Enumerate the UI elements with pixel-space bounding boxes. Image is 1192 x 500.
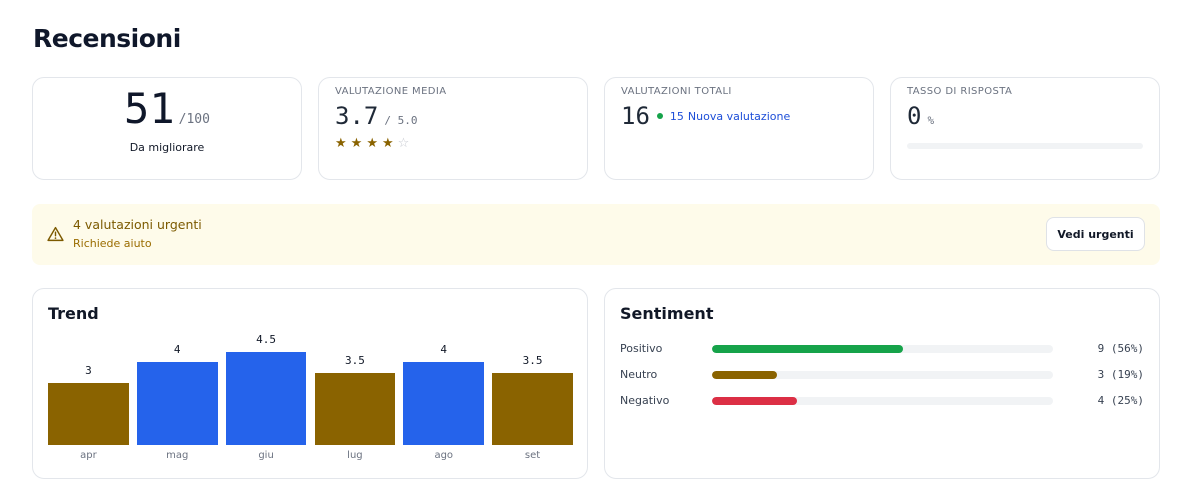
- trend-bar-value: 4: [440, 343, 448, 357]
- score-caption: Da migliorare: [129, 141, 205, 154]
- response-rate-unit: %: [927, 114, 935, 127]
- response-rate-value: 0: [907, 102, 922, 130]
- trend-bar-label: ago: [434, 450, 454, 461]
- star-rating: ★ ★ ★ ★ ☆: [335, 137, 409, 150]
- new-ratings-indicator: 15 Nuova valutazione: [670, 110, 790, 123]
- sentiment-label: Positivo: [620, 342, 663, 355]
- average-rating-card: VALUTAZIONE MEDIA 3.7 / 5.0 ★ ★ ★ ★ ☆: [318, 77, 588, 180]
- trend-bar-label: set: [524, 450, 541, 461]
- response-rate-card: TASSO DI RISPOSTA 0 %: [890, 77, 1160, 180]
- response-rate-label: TASSO DI RISPOSTA: [907, 86, 1013, 97]
- new-ratings-count: 15: [669, 109, 684, 123]
- sentiment-label: Neutro: [620, 368, 658, 381]
- warning-triangle-icon: [47, 226, 64, 242]
- sentiment-count: 4 (25%): [1097, 394, 1144, 407]
- total-ratings-label: VALUTAZIONI TOTALI: [621, 86, 732, 97]
- average-rating-label: VALUTAZIONE MEDIA: [335, 86, 447, 97]
- trend-bar: [225, 352, 307, 445]
- star-icon: ★: [335, 136, 347, 151]
- sentiment-title: Sentiment: [620, 304, 714, 323]
- sentiment-panel: Sentiment Positivo 9 (56%) Neutro 3 (19%…: [604, 288, 1160, 479]
- trend-panel: Trend 3 apr 4 mag 4.5 giu 3.5 lug 4 ago 3.5 set: [32, 288, 588, 479]
- urgent-alert-title: 4 valutazioni urgenti: [73, 217, 202, 232]
- average-rating-max: / 5.0: [384, 114, 418, 127]
- sentiment-row-neutral: Neutro 3 (19%): [620, 368, 1144, 382]
- trend-bar: [403, 362, 485, 445]
- trend-title: Trend: [48, 304, 99, 323]
- trend-bar-label: lug: [347, 450, 363, 461]
- score-card: 51 /100 Da migliorare: [32, 77, 302, 180]
- sentiment-row-positive: Positivo 9 (56%): [620, 342, 1144, 356]
- star-icon: ★: [381, 136, 394, 151]
- sentiment-bar-fill: [712, 371, 777, 379]
- urgent-alert-banner: 4 valutazioni urgenti Richiede aiuto Ved…: [32, 204, 1160, 265]
- trend-bar: [136, 362, 218, 445]
- trend-bar: [314, 372, 396, 445]
- sentiment-row-negative: Negativo 4 (25%): [620, 394, 1144, 408]
- trend-bar-label: apr: [80, 450, 97, 461]
- star-icon: ★: [350, 136, 363, 151]
- sentiment-bar: [712, 397, 1053, 405]
- sentiment-label: Negativo: [620, 394, 670, 407]
- new-ratings-label: Nuova valutazione: [687, 109, 791, 123]
- trend-bar: [492, 372, 573, 445]
- score-max: /100: [178, 112, 210, 127]
- score-value: 51: [124, 84, 175, 133]
- average-rating-value: 3.7: [335, 102, 379, 130]
- urgent-alert-subtitle: Richiede aiuto: [73, 237, 152, 250]
- view-urgent-button[interactable]: Vedi urgenti: [1046, 217, 1145, 251]
- new-dot-icon: [656, 113, 663, 119]
- trend-bar-label: giu: [258, 450, 274, 461]
- response-rate-progress: [907, 143, 1143, 149]
- sentiment-count: 3 (19%): [1097, 368, 1144, 381]
- sentiment-count: 9 (56%): [1097, 342, 1144, 355]
- sentiment-bar: [712, 345, 1053, 353]
- star-icon: ★: [366, 136, 378, 151]
- trend-bar-value: 3.5: [522, 353, 543, 367]
- sentiment-bar-fill: [712, 397, 798, 405]
- trend-bar-value: 4: [173, 343, 181, 357]
- trend-bar-label: mag: [166, 450, 189, 461]
- sentiment-bar: [712, 371, 1053, 379]
- star-empty-icon: ☆: [397, 136, 410, 151]
- total-ratings-value: 16: [621, 102, 650, 130]
- trend-bar-value: 3.5: [344, 353, 365, 367]
- sentiment-bar-fill: [712, 345, 903, 353]
- page-title: Recensioni: [33, 24, 181, 53]
- trend-bar: [48, 383, 129, 445]
- trend-bar-chart: 3 apr 4 mag 4.5 giu 3.5 lug 4 ago 3.5 set: [48, 333, 573, 465]
- trend-bar-value: 4.5: [256, 333, 276, 346]
- total-ratings-card: VALUTAZIONI TOTALI 16 15 Nuova valutazio…: [604, 77, 874, 180]
- trend-bar-value: 3: [85, 364, 92, 377]
